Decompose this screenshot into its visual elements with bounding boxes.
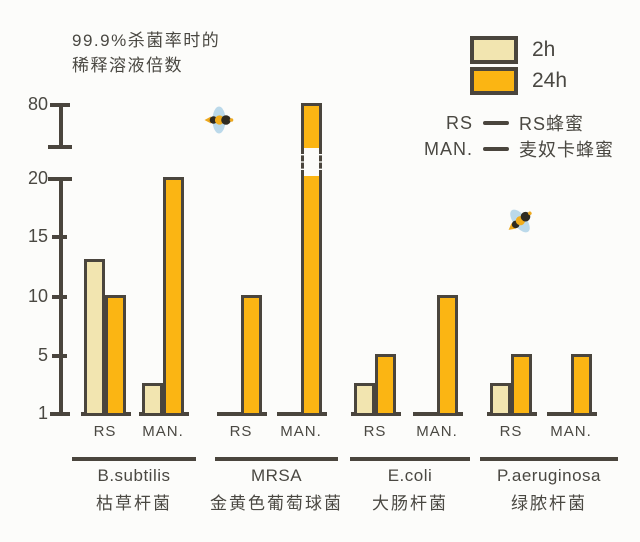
legend-item-24h: 24h — [470, 67, 567, 95]
y-axis-tick-label: 80 — [27, 94, 48, 114]
bar-man-24h — [571, 354, 592, 416]
chart-title: 99.9%杀菌率时的 稀释溶液倍数 — [72, 28, 220, 78]
bar-rs-2h — [354, 383, 375, 416]
group-name-en: E.coli — [387, 466, 433, 485]
axis-break-gap — [301, 148, 322, 176]
group-divider — [350, 457, 470, 461]
bee-icon — [508, 209, 532, 233]
legend-key-dash — [483, 147, 509, 151]
bar-rs-2h — [84, 259, 105, 416]
bar-rs-24h — [375, 354, 396, 416]
pair-label-rs: RS — [363, 423, 387, 440]
pair-label-man: MAN. — [142, 423, 184, 440]
bar-rs-24h — [511, 354, 532, 416]
pair-label-man: MAN. — [280, 423, 322, 440]
bar-rs-24h — [241, 295, 262, 416]
legend-key-man-abbr: MAN. — [424, 138, 473, 159]
y-axis-tick-label: 15 — [27, 226, 48, 246]
chart-title-line2: 稀释溶液倍数 — [72, 56, 183, 75]
legend-key-rs-name: RS蜂蜜 — [519, 114, 585, 134]
y-axis-upper-segment — [59, 103, 63, 149]
group-divider — [480, 457, 618, 461]
group-name-zh: 枯草杆菌 — [96, 494, 172, 513]
group-divider — [72, 457, 196, 461]
legend-key-dash — [483, 121, 509, 125]
legend-item-2h: 2h — [470, 36, 555, 64]
y-axis-tick-label: 10 — [27, 286, 48, 306]
group-name-en: B.subtilis — [97, 466, 171, 485]
y-axis-tick — [48, 145, 72, 149]
pair-label-man: MAN. — [550, 423, 592, 440]
group-name-zh: 大肠杆菌 — [372, 494, 448, 513]
bar-rs-2h — [490, 383, 511, 416]
pair-label-man: MAN. — [416, 423, 458, 440]
legend-swatch-24h — [470, 67, 518, 95]
chart-title-line1: 99.9%杀菌率时的 — [72, 31, 221, 50]
pair-label-rs: RS — [93, 423, 117, 440]
y-axis-tick — [52, 354, 67, 358]
legend-key-man-name: 麦奴卡蜂蜜 — [519, 140, 614, 160]
legend-swatch-2h — [470, 36, 518, 64]
pair-label-rs: RS — [499, 423, 523, 440]
group-name-zh: 金黄色葡萄球菌 — [210, 494, 343, 513]
y-axis-tick — [52, 235, 67, 239]
bee-icon — [204, 106, 234, 134]
bar-man-2h — [142, 383, 163, 416]
bar-man-24h — [437, 295, 458, 416]
bar-rs-24h — [105, 295, 126, 416]
legend-key-rs-abbr: RS — [445, 112, 473, 133]
legend-key-man: MAN. 麦奴卡蜂蜜 — [417, 136, 614, 162]
group-name-en: P.aeruginosa — [497, 466, 601, 485]
legend-label-24h: 24h — [532, 69, 568, 92]
pair-label-rs: RS — [229, 423, 253, 440]
y-axis-tick — [48, 177, 72, 181]
y-axis-tick-label: 20 — [27, 168, 48, 188]
legend-key-rs: RS RS蜂蜜 — [417, 110, 584, 136]
y-axis-tick — [50, 412, 70, 416]
group-name-en: MRSA — [250, 466, 303, 485]
bar-man-24h — [163, 177, 184, 416]
y-axis-tick — [50, 103, 70, 107]
y-axis-tick — [52, 295, 67, 299]
y-axis-tick-label: 1 — [37, 403, 48, 423]
group-name-zh: 绿脓杆菌 — [511, 494, 587, 513]
y-axis-tick-label: 5 — [37, 345, 48, 365]
group-divider — [215, 457, 338, 461]
bar-man-24h — [301, 103, 322, 416]
legend-label-2h: 2h — [532, 38, 556, 61]
